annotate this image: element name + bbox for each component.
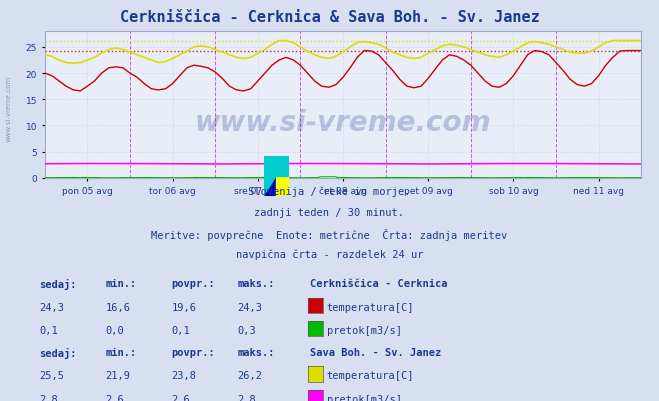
Text: Sava Boh. - Sv. Janez: Sava Boh. - Sv. Janez: [310, 347, 441, 357]
Text: 0,3: 0,3: [237, 325, 256, 335]
Text: Meritve: povprečne  Enote: metrične  Črta: zadnja meritev: Meritve: povprečne Enote: metrične Črta:…: [152, 228, 507, 240]
Text: sedaj:: sedaj:: [40, 347, 77, 358]
Text: 24,3: 24,3: [40, 302, 65, 312]
Text: 2,8: 2,8: [237, 394, 256, 401]
Text: 19,6: 19,6: [171, 302, 196, 312]
Text: 2,6: 2,6: [171, 394, 190, 401]
Text: Cerkniščica - Cerknica: Cerkniščica - Cerknica: [310, 279, 447, 289]
Text: 0,0: 0,0: [105, 325, 124, 335]
Text: 25,5: 25,5: [40, 371, 65, 381]
Text: min.:: min.:: [105, 279, 136, 289]
Text: 0,1: 0,1: [171, 325, 190, 335]
Text: min.:: min.:: [105, 347, 136, 357]
Text: 0,1: 0,1: [40, 325, 58, 335]
Bar: [276, 156, 289, 176]
Text: 2,8: 2,8: [40, 394, 58, 401]
Text: temperatura[C]: temperatura[C]: [327, 302, 415, 312]
Text: 16,6: 16,6: [105, 302, 130, 312]
Text: temperatura[C]: temperatura[C]: [327, 371, 415, 381]
Text: pretok[m3/s]: pretok[m3/s]: [327, 325, 402, 335]
Text: sedaj:: sedaj:: [40, 279, 77, 290]
Text: Slovenija / reke in morje.: Slovenija / reke in morje.: [248, 186, 411, 196]
Text: maks.:: maks.:: [237, 347, 275, 357]
Text: 26,2: 26,2: [237, 371, 262, 381]
Text: 23,8: 23,8: [171, 371, 196, 381]
Text: povpr.:: povpr.:: [171, 347, 215, 357]
Text: Cerkniščica - Cerknica & Sava Boh. - Sv. Janez: Cerkniščica - Cerknica & Sava Boh. - Sv.…: [120, 10, 539, 25]
Text: www.si-vreme.com: www.si-vreme.com: [195, 109, 491, 137]
Text: 24,3: 24,3: [237, 302, 262, 312]
Text: zadnji teden / 30 minut.: zadnji teden / 30 minut.: [254, 207, 405, 217]
Text: navpična črta - razdelek 24 ur: navpična črta - razdelek 24 ur: [236, 249, 423, 259]
Text: maks.:: maks.:: [237, 279, 275, 289]
Text: 2,6: 2,6: [105, 394, 124, 401]
Polygon shape: [264, 156, 289, 196]
Polygon shape: [276, 176, 289, 196]
Text: povpr.:: povpr.:: [171, 279, 215, 289]
Polygon shape: [264, 156, 289, 196]
Bar: [276, 176, 289, 196]
Text: www.si-vreme.com: www.si-vreme.com: [5, 75, 11, 141]
Text: 21,9: 21,9: [105, 371, 130, 381]
Text: pretok[m3/s]: pretok[m3/s]: [327, 394, 402, 401]
